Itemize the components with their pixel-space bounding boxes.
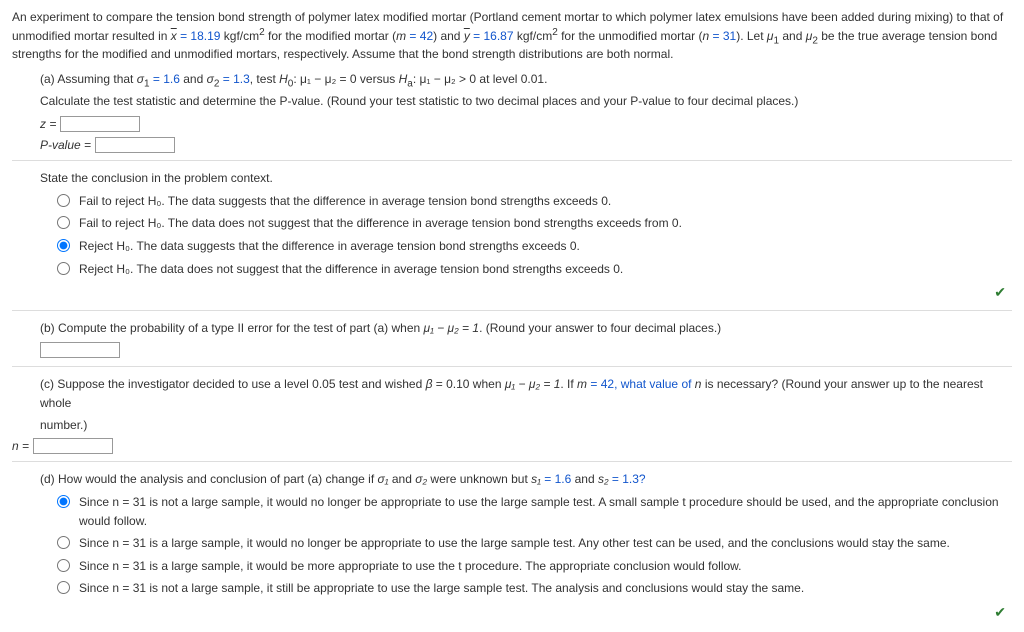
conclusion-title: State the conclusion in the problem cont… [40,169,1012,188]
partd-option-text: Since n = 31 is not a large sample, it s… [79,579,1012,598]
z-input[interactable] [60,116,140,132]
m: m [396,29,406,43]
t: were unknown but [427,472,531,486]
t: : μ₁ − μ₂ > 0 at level 0.01. [413,72,548,86]
t: : μ₁ − μ₂ = 0 versus [293,72,398,86]
t: and [180,72,207,86]
partd-radio[interactable] [57,581,70,594]
check-icon: ✔ [12,282,1012,304]
part-a-calc: Calculate the test statistic and determi… [40,92,1012,111]
conclusion-radio[interactable] [57,262,70,275]
part-d-options: Since n = 31 is not a large sample, it w… [40,493,1012,598]
conclusion-radio[interactable] [57,216,70,229]
partd-radio[interactable] [57,559,70,572]
m-val: = 42 [406,29,433,43]
check-icon: ✔ [12,602,1012,624]
partd-option-text: Since n = 31 is a large sample, it would… [79,534,1012,553]
t: (a) Assuming that [40,72,137,86]
n-val: = 31 [709,29,736,43]
t: and [389,472,416,486]
part-d: (d) How would the analysis and conclusio… [40,470,1012,489]
part-a: (a) Assuming that σ1 = 1.6 and σ2 = 1.3,… [40,70,1012,89]
m: m [577,377,587,391]
intro-text: An experiment to compare the tension bon… [12,10,1003,24]
t: = 0.10 when [432,377,504,391]
sig2: σ [207,72,214,86]
ss1v: = 1.6 [541,472,571,486]
t: μ₁ − μ₂ = 1 [505,377,561,391]
partd-option-text: Since n = 31 is a large sample, it would… [79,557,1012,576]
t: (d) How would the analysis and conclusio… [40,472,378,486]
problem-intro: An experiment to compare the tension bon… [12,8,1012,64]
z-label: z = [40,115,56,134]
s2: σ₂ [415,472,427,486]
n-input[interactable] [33,438,113,454]
t: be the true average tension bond [818,29,997,43]
pvalue-label: P-value = [40,136,91,155]
type2-error-input[interactable] [40,342,120,358]
ss2: s₂ [598,472,609,486]
conclusion-options: Fail to reject H₀. The data suggests tha… [40,192,1012,278]
xbar-val: = 18.19 [177,29,221,43]
partd-option-text: Since n = 31 is not a large sample, it w… [79,493,1012,530]
partd-radio[interactable] [57,495,70,508]
ss1: s₁ [531,472,541,486]
pvalue-input[interactable] [95,137,175,153]
t: for the unmodified mortar ( [558,29,703,43]
t: , test [250,72,279,86]
sig1: σ [137,72,144,86]
partd-radio[interactable] [57,536,70,549]
t: (b) Compute the probability of a type II… [40,321,424,335]
part-b: (b) Compute the probability of a type II… [40,319,1012,338]
t: and [571,472,598,486]
intro-text: strengths for the modified and unmodifie… [12,47,673,61]
sig1v: = 1.6 [150,72,180,86]
t: for the modified mortar ( [265,29,396,43]
n-label: n = [12,437,29,456]
intro-text: unmodified mortar resulted in [12,29,171,43]
conclusion-radio[interactable] [57,194,70,207]
t: . (Round your answer to four decimal pla… [479,321,721,335]
units: kgf/cm [220,29,259,43]
t: (c) Suppose the investigator decided to … [40,377,426,391]
part-c-cont: number.) [40,416,1012,435]
s1: σ₁ [378,472,389,486]
conclusion-option-text: Reject H₀. The data suggests that the di… [79,237,1012,256]
h0: H [279,72,288,86]
t: ) and [433,29,464,43]
ybar-val: = 16.87 [470,29,514,43]
t: . If [560,377,577,391]
sig2v: = 1.3 [219,72,249,86]
conclusion-option-text: Fail to reject H₀. The data suggests tha… [79,192,1012,211]
ha: H [399,72,408,86]
t: = 42, what value of [587,377,695,391]
t: μ₁ − μ₂ = 1 [424,321,480,335]
t: ). Let [736,29,767,43]
part-c: (c) Suppose the investigator decided to … [40,375,1012,412]
conclusion-radio[interactable] [57,239,70,252]
units: kgf/cm [514,29,553,43]
t: and [779,29,806,43]
conclusion-option-text: Reject H₀. The data does not suggest tha… [79,260,1012,279]
conclusion-option-text: Fail to reject H₀. The data does not sug… [79,214,1012,233]
ss2v: = 1.3? [609,472,646,486]
